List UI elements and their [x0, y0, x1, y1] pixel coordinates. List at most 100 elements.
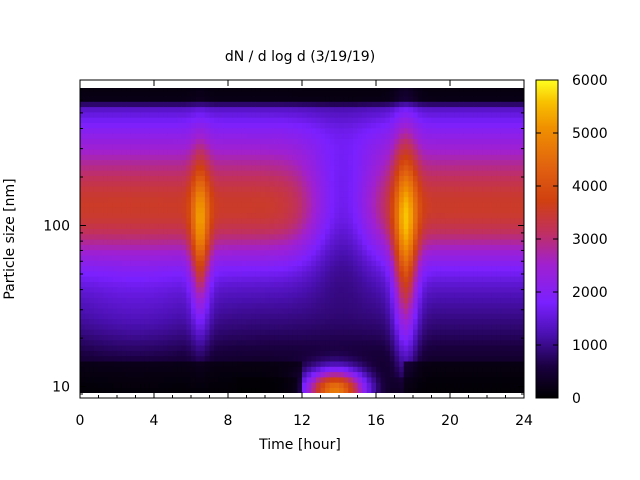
heatmap-cell	[98, 387, 104, 393]
heatmap-cell	[112, 297, 118, 304]
heatmap-cell	[126, 164, 132, 171]
heatmap-cell	[357, 133, 363, 139]
heatmap-cell	[112, 196, 118, 203]
heatmap-cell	[450, 127, 456, 134]
heatmap-cell	[399, 350, 405, 357]
heatmap-cell	[135, 212, 141, 219]
heatmap-cell	[186, 175, 192, 182]
heatmap-cell	[232, 339, 238, 346]
heatmap-cell	[103, 111, 109, 118]
heatmap-cell	[343, 323, 349, 330]
heatmap-cell	[343, 313, 349, 320]
heatmap-cell	[431, 302, 437, 309]
heatmap-cell	[385, 88, 391, 92]
heatmap-cell	[130, 88, 137, 92]
heatmap-cell	[112, 233, 118, 240]
heatmap-cell	[417, 297, 423, 304]
heatmap-cell	[445, 170, 451, 176]
heatmap-cell	[352, 270, 359, 277]
heatmap-cell	[98, 138, 104, 145]
heatmap-cell	[348, 376, 354, 383]
heatmap-cell	[89, 191, 95, 198]
heatmap-cell	[408, 207, 414, 214]
heatmap-cell	[417, 360, 423, 367]
heatmap-cell	[145, 80, 150, 86]
heatmap-cell	[334, 249, 340, 256]
heatmap-cell	[426, 366, 433, 373]
heatmap-cell	[186, 217, 192, 224]
heatmap-cell	[352, 260, 359, 267]
heatmap-cell	[241, 127, 248, 134]
heatmap-cell	[84, 88, 90, 92]
heatmap-cell	[126, 186, 132, 192]
heatmap-cell	[209, 318, 215, 325]
heatmap-cell	[357, 376, 363, 383]
heatmap-cell	[186, 186, 192, 192]
heatmap-cell	[343, 111, 349, 118]
heatmap-cell	[186, 249, 192, 256]
heatmap-cell	[103, 281, 109, 288]
heatmap-cell	[121, 143, 127, 150]
heatmap-cell	[260, 101, 266, 108]
heatmap-cell	[311, 143, 317, 150]
heatmap-cell	[459, 371, 465, 378]
heatmap-cell	[399, 307, 405, 314]
heatmap-cell	[177, 329, 183, 335]
heatmap-cell	[422, 212, 428, 219]
heatmap-cell	[459, 111, 465, 118]
heatmap-cell	[117, 334, 123, 341]
heatmap-cell	[413, 323, 419, 330]
heatmap-cell	[311, 302, 317, 309]
heatmap-cell	[265, 339, 271, 346]
heatmap-cell	[339, 292, 345, 298]
heatmap-cell	[251, 339, 257, 346]
heatmap-cell	[380, 228, 386, 235]
heatmap-cell	[214, 270, 220, 277]
heatmap-cell	[380, 260, 386, 267]
heatmap-cell	[237, 270, 243, 277]
heatmap-cell	[135, 170, 141, 176]
heatmap-cell	[195, 376, 201, 383]
heatmap-cell	[260, 212, 266, 219]
heatmap-cell	[163, 148, 169, 155]
heatmap-cell	[167, 196, 174, 203]
heatmap-cell	[223, 90, 229, 97]
heatmap-cell	[302, 329, 308, 335]
heatmap-cell	[260, 382, 266, 388]
heatmap-cell	[84, 292, 90, 298]
heatmap-cell	[121, 111, 127, 118]
heatmap-cell	[334, 217, 340, 224]
heatmap-cell	[112, 254, 118, 261]
heatmap-cell	[306, 334, 312, 341]
heatmap-cell	[158, 270, 164, 277]
heatmap-cell	[177, 345, 183, 351]
heatmap-cell	[228, 350, 234, 357]
heatmap-cell	[315, 339, 322, 346]
heatmap-cell	[163, 292, 169, 298]
heatmap-cell	[357, 95, 363, 102]
heatmap-cell	[339, 95, 345, 102]
heatmap-cell	[107, 244, 113, 251]
heatmap-cell	[348, 307, 354, 314]
heatmap-cell	[357, 127, 363, 134]
heatmap-cell	[80, 223, 86, 229]
heatmap-cell	[269, 111, 275, 118]
heatmap-cell	[130, 154, 137, 161]
heatmap-cell	[214, 307, 220, 314]
heatmap-cell	[320, 111, 326, 118]
heatmap-cell	[163, 323, 169, 330]
heatmap-cell	[302, 80, 307, 86]
heatmap-cell	[172, 111, 178, 118]
heatmap-cell	[130, 127, 137, 134]
heatmap-cell	[454, 276, 460, 282]
heatmap-cell	[89, 159, 95, 166]
heatmap-cell	[144, 366, 150, 373]
heatmap-cell	[149, 355, 155, 362]
heatmap-cell	[385, 355, 391, 362]
heatmap-cell	[98, 217, 104, 224]
heatmap-cell	[311, 148, 317, 155]
heatmap-cell	[380, 360, 386, 367]
heatmap-cell	[241, 265, 248, 272]
heatmap-cell	[130, 148, 137, 155]
heatmap-cell	[385, 191, 391, 198]
